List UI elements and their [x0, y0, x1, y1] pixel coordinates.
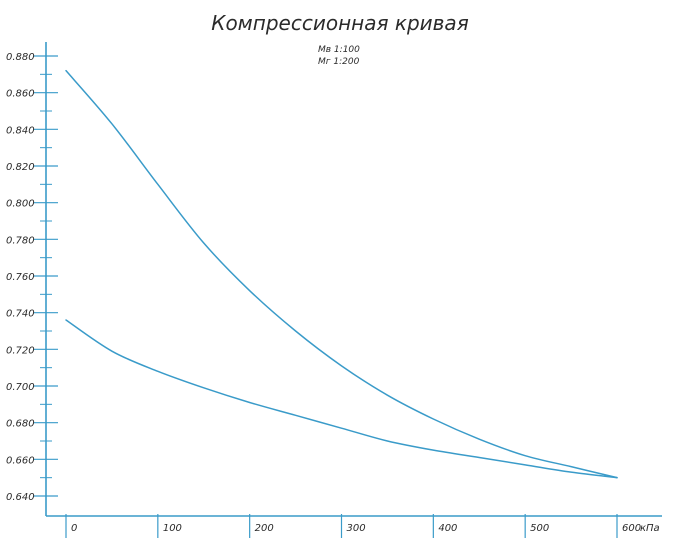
chart-title: Компрессионная кривая: [211, 11, 468, 35]
compression-curve-line-2: [65, 319, 618, 479]
x-tick-label: 200: [255, 523, 274, 534]
y-axis-ticks: 0.640 0.660 0.680 0.700 0.720 0.740 0.760 0.780…: [6, 52, 58, 503]
y-tick-label: 0.760: [6, 272, 35, 283]
chart-subtitle-line-1: Мв 1:100: [318, 45, 360, 55]
y-tick-label: 0.880: [6, 52, 35, 63]
series-layer: [65, 69, 618, 479]
y-tick-label: 0.740: [6, 309, 35, 320]
y-tick-label: 0.820: [6, 162, 35, 173]
y-tick-label: 0.720: [6, 345, 35, 356]
x-axis-unit-label: кПа: [640, 523, 660, 534]
y-tick-label: 0.680: [6, 419, 35, 430]
x-tick-label: 300: [347, 523, 366, 534]
x-tick-label: 500: [530, 523, 549, 534]
y-tick-label: 0.640: [6, 492, 35, 503]
y-tick-label: 0.700: [6, 382, 35, 393]
y-tick-label: 0.840: [6, 125, 35, 136]
y-tick-label: 0.660: [6, 455, 35, 466]
x-tick-label: 400: [438, 523, 457, 534]
y-tick-label: 0.780: [6, 235, 35, 246]
x-axis-ticks: 0 100 200 300 400 500 600: [65, 514, 641, 538]
compression-curve-line-1: [65, 69, 618, 479]
x-tick-label: 600: [622, 523, 641, 534]
y-tick-label: 0.860: [6, 89, 35, 100]
y-tick-label: 0.800: [6, 199, 35, 210]
x-tick-label: 0: [71, 523, 77, 534]
x-tick-label: 100: [163, 523, 182, 534]
chart-subtitle-line-2: Мг 1:200: [318, 57, 360, 67]
